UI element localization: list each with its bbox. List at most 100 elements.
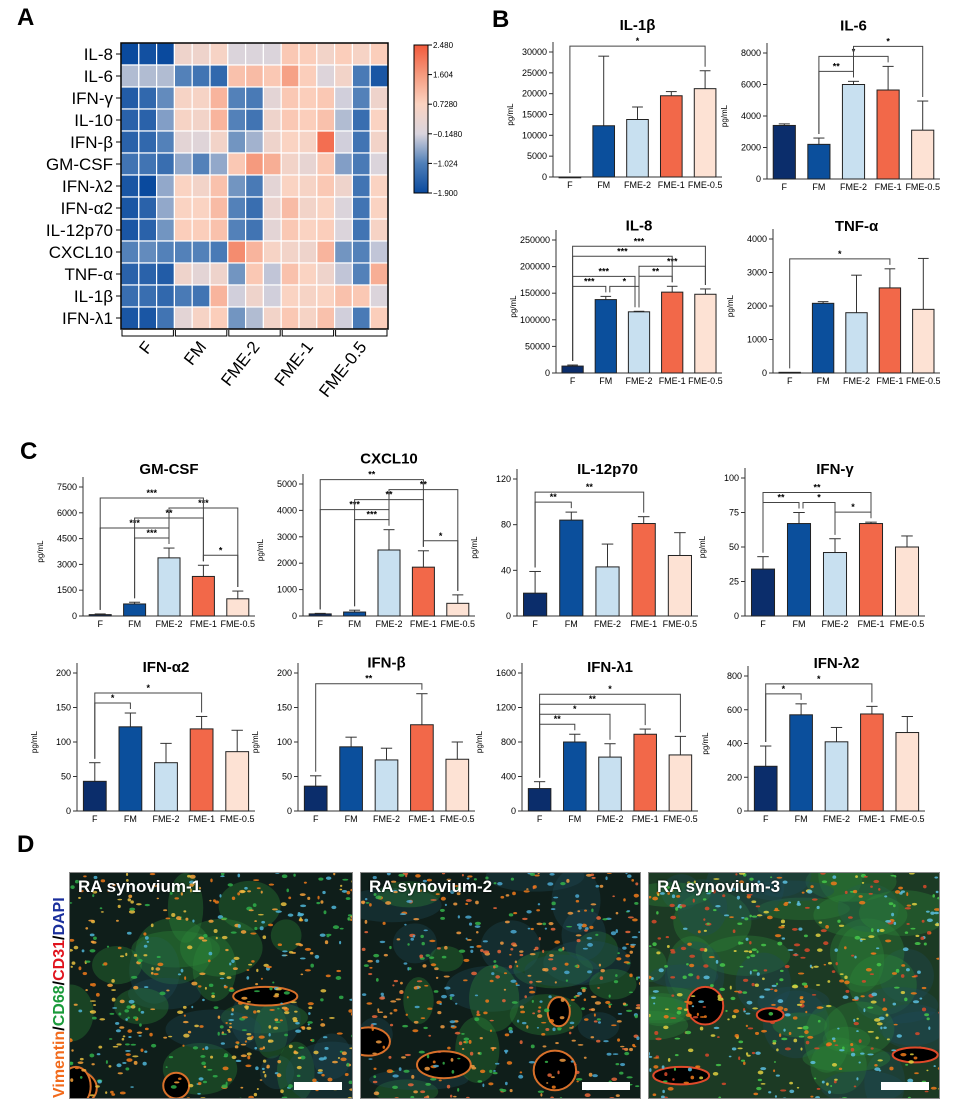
cell-speck	[778, 1033, 782, 1038]
cell-speck	[155, 967, 161, 971]
cell-speck	[282, 950, 288, 953]
cell-speck	[197, 1092, 201, 1095]
cell-speck	[443, 975, 450, 978]
cell-speck	[489, 1019, 494, 1022]
cell-speck	[797, 972, 805, 975]
heatmap-cell	[298, 130, 318, 154]
bar-fm	[339, 746, 363, 812]
cell-speck	[635, 1006, 640, 1010]
cell-speck	[878, 887, 881, 891]
x-tick-label: F	[532, 619, 538, 629]
cell-speck	[492, 1071, 498, 1075]
cell-speck	[746, 1054, 751, 1057]
cell-speck	[207, 1068, 213, 1071]
cell-speck	[371, 1015, 378, 1019]
bar-fm	[786, 523, 812, 617]
x-tick-label: FM	[795, 814, 808, 824]
cell-speck	[480, 948, 484, 952]
cell-speck	[307, 1023, 310, 1026]
cell-speck	[833, 1080, 837, 1084]
cell-speck	[281, 874, 288, 879]
cell-speck	[471, 971, 477, 976]
cell-speck	[918, 1046, 922, 1049]
row-label: IFN-α2	[61, 199, 113, 218]
cell-speck	[318, 1057, 325, 1061]
cell-speck	[339, 927, 344, 930]
cell-speck	[811, 966, 814, 969]
cell-speck	[663, 1025, 669, 1030]
bar-f	[778, 371, 801, 374]
cell-speck	[626, 1009, 633, 1012]
cell-speck	[79, 1076, 83, 1079]
cell-speck	[584, 1093, 591, 1098]
heatmap-cell	[173, 284, 193, 308]
cell-speck	[545, 1028, 550, 1032]
cell-speck	[433, 990, 439, 993]
cell-speck	[373, 1075, 377, 1079]
cell-speck	[715, 1063, 722, 1067]
cell-speck	[212, 1075, 218, 1078]
cell-speck	[165, 917, 171, 920]
cell-speck	[739, 965, 744, 968]
cell-speck	[449, 1020, 456, 1024]
cell-speck	[320, 998, 324, 1002]
cell-speck	[275, 988, 282, 991]
heatmap-cell	[138, 306, 158, 330]
x-tick-label: FM	[599, 376, 612, 386]
y-axis-label: pg/mL	[475, 730, 484, 753]
cell-speck	[756, 914, 763, 917]
y-tick-label: 25	[729, 577, 739, 587]
heatmap-cell	[138, 262, 158, 286]
cell-speck	[142, 1061, 147, 1066]
cell-speck	[757, 1070, 764, 1075]
cell-speck	[631, 879, 635, 882]
cell-speck	[466, 1096, 470, 1098]
cell-speck	[151, 884, 158, 888]
cell-speck	[892, 1002, 897, 1006]
cell-speck	[383, 1015, 388, 1019]
cell-speck	[748, 950, 753, 954]
y-tick-label: 8000	[741, 48, 761, 58]
cell-speck	[802, 1025, 809, 1030]
cell-speck	[405, 874, 408, 878]
cell-speck	[854, 935, 861, 940]
cell-speck	[684, 1030, 692, 1035]
cell-speck	[423, 1026, 428, 1030]
cell-speck	[553, 896, 559, 899]
cell-speck	[586, 936, 593, 940]
cell-speck	[892, 904, 896, 908]
y-tick-label: 2000	[747, 301, 767, 311]
cell-speck	[595, 933, 599, 936]
tissue-region	[589, 969, 637, 1000]
cell-speck	[427, 1007, 433, 1010]
cell-speck	[96, 1053, 101, 1056]
cell-speck	[501, 1088, 507, 1093]
cell-speck	[734, 1034, 740, 1038]
cell-speck	[133, 1060, 138, 1065]
cell-speck	[81, 949, 85, 953]
y-tick-label: 1000	[277, 585, 297, 595]
y-tick-label: 0	[506, 611, 511, 621]
microscopy-image-2: RA synovium-2	[360, 872, 641, 1099]
cell-speck	[874, 1063, 878, 1067]
x-tick-label: F	[787, 376, 793, 386]
cell-speck	[792, 953, 799, 957]
heatmap-cell	[191, 86, 211, 110]
bar-fm	[594, 299, 617, 374]
significance-label: ***	[367, 510, 378, 520]
cell-speck	[664, 1008, 669, 1011]
cell-speck	[593, 1013, 596, 1017]
cell-speck	[304, 969, 311, 972]
bar-fme-0.5	[446, 602, 470, 617]
cell-speck	[831, 1063, 838, 1067]
cell-speck	[555, 1041, 559, 1045]
cell-speck	[831, 1037, 836, 1041]
cell-speck	[306, 1026, 312, 1030]
significance-label: *	[146, 683, 150, 693]
cell-speck	[811, 994, 817, 996]
heatmap-cell	[280, 64, 300, 88]
cell-speck	[350, 1012, 352, 1016]
cell-speck	[308, 1012, 311, 1015]
cell-speck	[89, 1010, 97, 1014]
